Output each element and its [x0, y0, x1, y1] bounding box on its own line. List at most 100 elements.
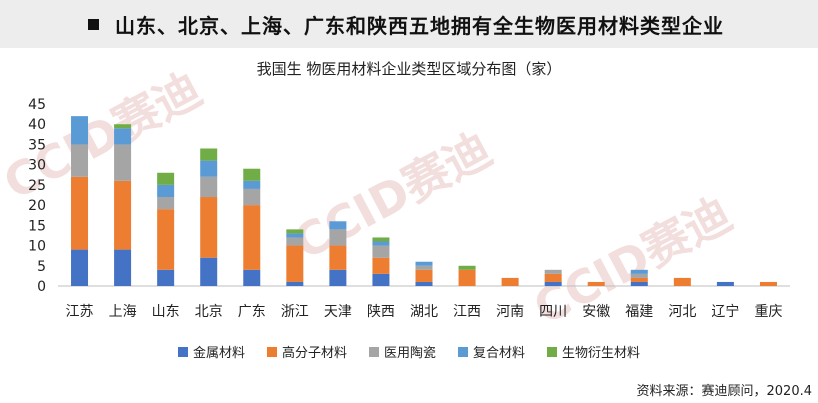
bar-segment — [200, 257, 218, 286]
bar-layer — [71, 116, 777, 286]
chart-legend: 金属材料 高分子材料 医用陶瓷 复合材料 生物衍生材料 — [0, 342, 818, 361]
bar-segment — [630, 269, 648, 274]
bar-segment — [372, 245, 390, 258]
y-tick-label: 30 — [28, 158, 46, 174]
bar-segment — [71, 144, 89, 177]
bar-segment — [372, 257, 390, 274]
bar-segment — [71, 116, 89, 145]
x-tick-label: 重庆 — [754, 304, 782, 320]
x-tick-label: 河南 — [496, 304, 524, 320]
y-tick-label: 15 — [28, 218, 46, 234]
bar-segment — [716, 281, 734, 286]
bar-segment — [329, 221, 347, 230]
x-tick-label: 安徽 — [582, 304, 610, 320]
legend-swatch — [547, 346, 558, 357]
y-tick-label: 20 — [28, 198, 46, 214]
x-tick-label: 江苏 — [66, 304, 94, 320]
bar-segment — [200, 197, 218, 258]
legend-item: 生物衍生材料 — [547, 342, 640, 361]
bar-segment — [415, 265, 433, 270]
legend-label: 医用陶瓷 — [383, 346, 436, 361]
bar-segment — [329, 229, 347, 246]
x-tick-label: 天津 — [324, 304, 352, 320]
bar-segment — [114, 180, 132, 250]
bar-segment — [587, 281, 605, 286]
bar-segment — [630, 277, 648, 282]
bar-segment — [243, 180, 261, 189]
legend-swatch — [458, 346, 468, 357]
header-banner: 山东、北京、上海、广东和陕西五地拥有全生物医用材料类型企业 — [0, 0, 818, 48]
page-title: 山东、北京、上海、广东和陕西五地拥有全生物医用材料类型企业 — [115, 13, 724, 38]
bar-segment — [243, 269, 261, 286]
watermark-layer: CCID赛迪 CCID赛迪 CCID赛迪 — [0, 62, 740, 336]
legend-label: 高分子材料 — [281, 346, 347, 361]
bar-segment — [243, 188, 261, 206]
bar-segment — [114, 128, 132, 145]
bar-segment — [415, 261, 433, 266]
bar-segment — [114, 249, 132, 286]
bar-segment — [200, 148, 218, 161]
bar-segment — [157, 209, 175, 270]
bar-segment — [329, 269, 347, 286]
bar-segment — [630, 273, 648, 278]
bar-segment — [544, 269, 562, 274]
bar-segment — [114, 144, 132, 181]
bar-segment — [286, 281, 304, 286]
bar-segment — [673, 277, 691, 286]
y-tick-label: 45 — [28, 97, 46, 113]
bar-segment — [157, 184, 175, 198]
legend-item: 高分子材料 — [266, 342, 347, 361]
bar-segment — [200, 176, 218, 198]
x-tick-label: 四川 — [539, 304, 567, 320]
bar-segment — [372, 237, 390, 242]
legend-label: 生物衍生材料 — [562, 346, 641, 361]
bar-segment — [544, 281, 562, 286]
bar-segment — [286, 229, 304, 234]
bar-segment — [286, 237, 304, 246]
x-tick-label: 辽宁 — [711, 303, 739, 320]
bar-segment — [415, 281, 433, 286]
bar-segment — [329, 245, 347, 270]
source-note: 资料来源：赛迪顾问，2020.4 — [636, 384, 813, 399]
y-tick-label: 0 — [37, 279, 46, 295]
legend-swatch — [266, 346, 277, 357]
bar-segment — [415, 269, 433, 282]
legend-swatch — [368, 346, 379, 357]
x-tick-label: 湖北 — [410, 304, 438, 320]
bar-segment — [759, 281, 777, 286]
watermark-text: CCID赛迪 — [285, 122, 500, 271]
x-tick-label: 河北 — [668, 304, 696, 320]
y-tick-label: 10 — [28, 239, 46, 255]
chart-title: 我国生 物医用材料企业类型区域分布图（家） — [256, 60, 562, 78]
bar-segment — [372, 241, 390, 246]
bar-segment — [114, 124, 132, 129]
y-tick-label: 25 — [28, 178, 46, 194]
x-tick-label: 江西 — [453, 304, 481, 320]
bar-segment — [372, 273, 390, 286]
bar-segment — [71, 176, 89, 250]
legend-label: 金属材料 — [192, 346, 245, 361]
bar-segment — [243, 168, 261, 181]
legend-swatch — [177, 346, 188, 357]
y-tick-label: 5 — [37, 259, 46, 275]
x-tick-label: 上海 — [109, 304, 137, 320]
bar-segment — [200, 160, 218, 177]
x-tick-label: 广东 — [238, 304, 266, 320]
x-tick-label: 北京 — [195, 304, 223, 320]
y-tick-label: 40 — [28, 117, 46, 133]
legend-label: 复合材料 — [473, 346, 526, 361]
x-tick-label: 浙江 — [281, 304, 309, 320]
bar-segment — [501, 277, 519, 286]
bar-segment — [157, 172, 175, 185]
square-bullet-icon — [88, 18, 99, 30]
x-tick-label: 山东 — [152, 304, 180, 320]
bar-segment — [71, 249, 89, 286]
bar-segment — [458, 269, 476, 286]
bar-segment — [243, 205, 261, 270]
y-tick-label: 35 — [28, 137, 46, 153]
bar-segment — [544, 273, 562, 282]
legend-item: 医用陶瓷 — [368, 342, 436, 361]
bar-segment — [286, 233, 304, 238]
legend-item: 复合材料 — [458, 342, 525, 361]
